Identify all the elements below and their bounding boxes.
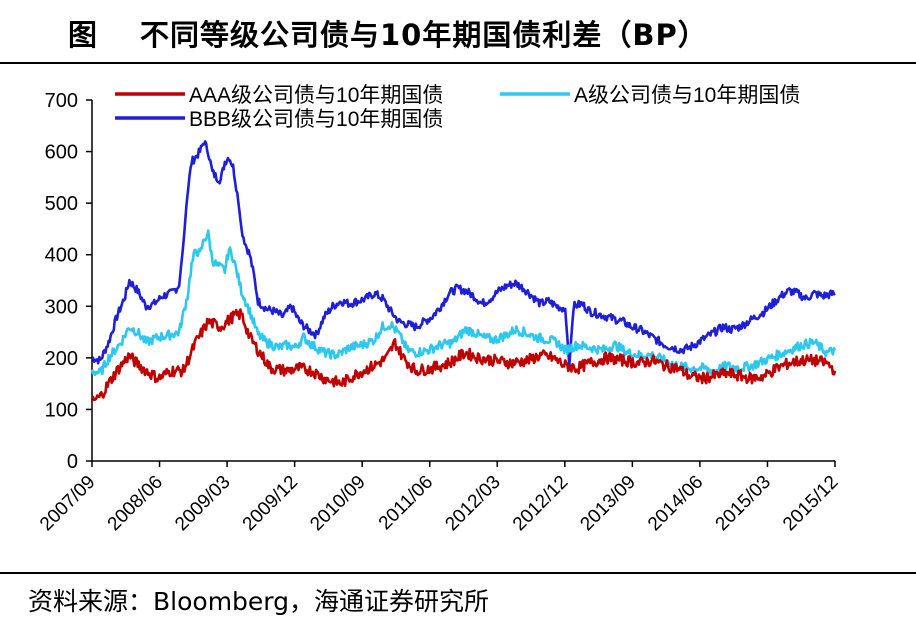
y-tick-label: 300 <box>45 296 78 318</box>
y-tick-label: 700 <box>45 90 78 112</box>
series-line-aaa <box>91 308 837 402</box>
source-bar: 资料来源：Bloomberg，海通证券研究所 <box>0 572 916 620</box>
y-tick-label: 400 <box>45 245 78 267</box>
y-tick-label: 500 <box>45 193 78 215</box>
x-tick-label: 2010/09 <box>306 472 369 535</box>
x-tick-label: 2012/03 <box>441 472 504 535</box>
x-tick-label: 2009/12 <box>239 472 302 535</box>
chart-title: 不同等级公司债与10年期国债利差（BP） <box>140 18 708 52</box>
x-tick-label: 2012/12 <box>509 472 572 535</box>
y-tick-label: 0 <box>67 451 78 473</box>
y-tick-label: 600 <box>45 142 78 164</box>
legend-a-label: A级公司债与10年期国债 <box>574 84 800 107</box>
x-tick-label: 2015/03 <box>712 472 775 535</box>
x-tick-label: 2013/09 <box>576 472 639 535</box>
x-tick-label: 2015/12 <box>779 472 842 535</box>
y-tick-label: 200 <box>45 348 78 370</box>
title-bar: 图 不同等级公司债与10年期国债利差（BP） <box>0 0 916 64</box>
series-line-a <box>90 229 837 377</box>
x-tick-label: 2011/06 <box>375 472 437 534</box>
y-tick-label: 100 <box>45 399 78 421</box>
x-tick-label: 2014/06 <box>644 472 707 535</box>
series-line-bbb <box>91 140 836 367</box>
legend-aaa-label: AAA级公司债与10年期国债 <box>189 84 443 107</box>
x-tick-label: 2008/06 <box>104 472 167 535</box>
x-tick-label: 2009/03 <box>171 472 234 535</box>
figure-label: 图 <box>68 18 98 52</box>
source-note: 资料来源：Bloomberg，海通证券研究所 <box>28 587 489 616</box>
x-tick-label: 2007/09 <box>36 472 99 535</box>
chart-area: 0 100 200 300 400 500 600 700 2007/09 2008/06 2009… <box>0 64 916 572</box>
legend-bbb-label: BBB级公司债与10年期国债 <box>189 108 443 131</box>
